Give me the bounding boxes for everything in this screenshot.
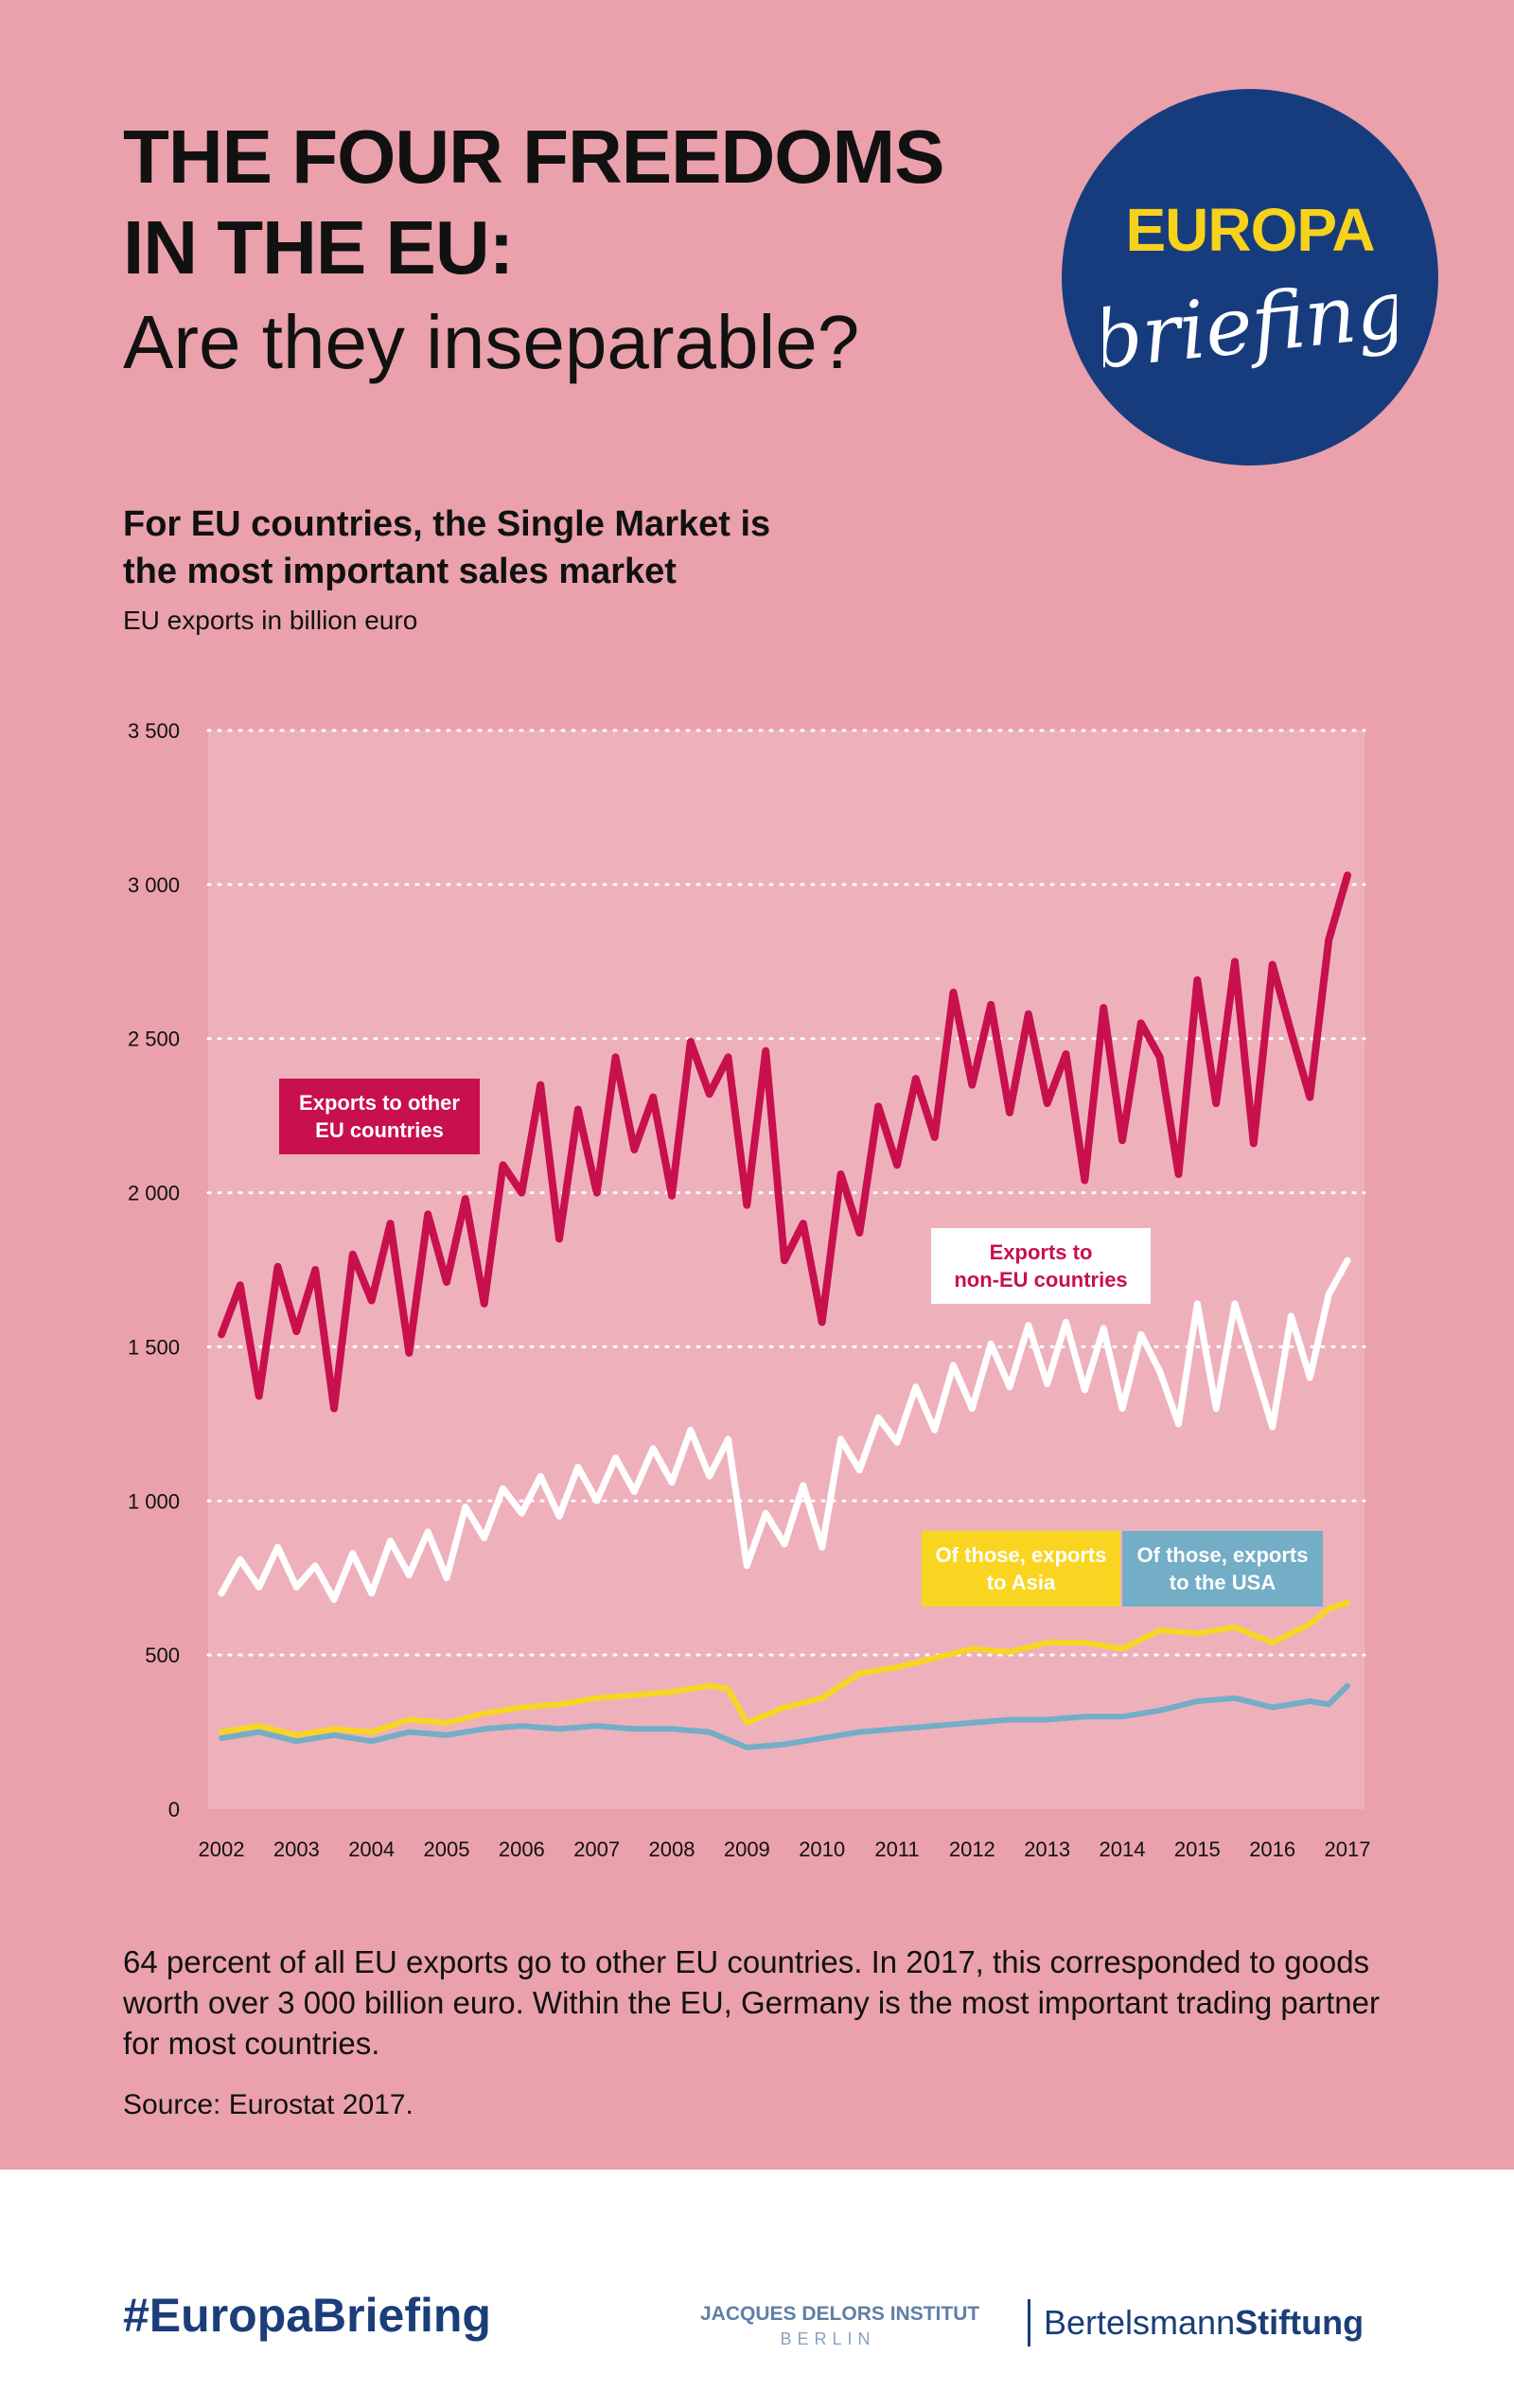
europa-briefing-logo: EUROPA briefing <box>1062 89 1438 466</box>
title-line-1: THE FOUR FREEDOMS <box>123 114 944 199</box>
series-label-text: Exports to other <box>299 1091 460 1115</box>
series-label-text: Of those, exports <box>1137 1543 1309 1567</box>
bertelsmann-stiftung-logo: BertelsmannStiftung <box>1028 2299 1364 2346</box>
series-label-text: non-EU countries <box>954 1268 1127 1292</box>
source-note: Source: Eurostat 2017. <box>123 2089 414 2120</box>
series-line-0 <box>218 871 1351 1413</box>
x-tick-label: 2009 <box>724 1837 770 1861</box>
series-label-3: Of those, exports to the USA <box>1122 1531 1323 1607</box>
footnote-text: 64 percent of all EU exports go to other… <box>123 1944 1380 2061</box>
jdi-name: JACQUES DELORS INSTITUT <box>700 2303 980 2325</box>
title-line-2: IN THE EU: <box>123 205 514 290</box>
bs-bold: Stiftung <box>1235 2303 1364 2342</box>
series-line-3 <box>219 1682 1350 1750</box>
series-label-0: Exports to other EU countries <box>279 1079 480 1154</box>
series-label-2: Of those, exports to Asia <box>922 1531 1120 1607</box>
series-line-2 <box>219 1599 1350 1738</box>
series-label-text: EU countries <box>315 1118 444 1142</box>
series-label-box <box>279 1079 480 1154</box>
exports-line-chart: 0 500 1 000 1 500 2 000 2 500 3 000 3 500 2002 2… <box>128 719 1371 1861</box>
x-tick-label: 2011 <box>874 1837 919 1861</box>
x-tick-label: 2004 <box>348 1837 395 1861</box>
x-tick-label: 2003 <box>273 1837 320 1861</box>
chart-heading-line-2: the most important sales market <box>123 552 677 591</box>
x-tick-label: 2006 <box>499 1837 545 1861</box>
logo-europa-text: EUROPA <box>1125 196 1375 264</box>
hashtag-link[interactable]: #EuropaBriefing <box>123 2289 491 2342</box>
logo-briefing-script: briefing <box>1103 269 1397 387</box>
x-tick-label: 2012 <box>949 1837 995 1861</box>
y-tick-label: 500 <box>145 1643 180 1667</box>
chart-heading-line-1: For EU countries, the Single Market is <box>123 504 771 544</box>
x-tick-label: 2002 <box>199 1837 245 1861</box>
series-label-1: Exports to non-EU countries <box>931 1228 1151 1304</box>
series-label-text: to Asia <box>987 1571 1056 1594</box>
x-tick-label: 2016 <box>1249 1837 1295 1861</box>
series-label-text: to the USA <box>1170 1571 1276 1594</box>
y-tick-label: 1 000 <box>128 1489 180 1513</box>
series-label-box <box>922 1531 1120 1607</box>
series-line-1 <box>218 1257 1351 1603</box>
jacques-delors-institut-logo: JACQUES DELORS INSTITUT BERLIN <box>700 2303 980 2349</box>
pink-panel: THE FOUR FREEDOMS IN THE EU: Are they in… <box>0 0 1514 2170</box>
x-tick-label: 2010 <box>799 1837 845 1861</box>
title-line-3: Are they inseparable? <box>123 300 860 384</box>
y-tick-label: 2 000 <box>128 1182 180 1205</box>
y-tick-label: 1 500 <box>128 1335 180 1359</box>
jdi-city: BERLIN <box>780 2329 876 2348</box>
bs-regular: Bertelsmann <box>1044 2303 1236 2342</box>
series-label-text: Exports to <box>990 1240 1093 1264</box>
x-tick-label: 2014 <box>1100 1837 1146 1861</box>
series-label-box <box>931 1228 1151 1304</box>
y-tick-label: 3 000 <box>128 873 180 897</box>
x-tick-label: 2015 <box>1174 1837 1221 1861</box>
x-tick-label: 2007 <box>573 1837 620 1861</box>
y-tick-label: 2 500 <box>128 1028 180 1051</box>
x-tick-label: 2008 <box>649 1837 695 1861</box>
x-tick-label: 2005 <box>424 1837 470 1861</box>
chart-subtitle: EU exports in billion euro <box>123 606 418 635</box>
y-tick-label: 0 <box>168 1798 180 1821</box>
series-label-box <box>1122 1531 1323 1607</box>
series-label-text: Of those, exports <box>936 1543 1107 1567</box>
x-tick-label: 2017 <box>1325 1837 1371 1861</box>
y-tick-label: 3 500 <box>128 719 180 743</box>
x-tick-label: 2013 <box>1024 1837 1070 1861</box>
